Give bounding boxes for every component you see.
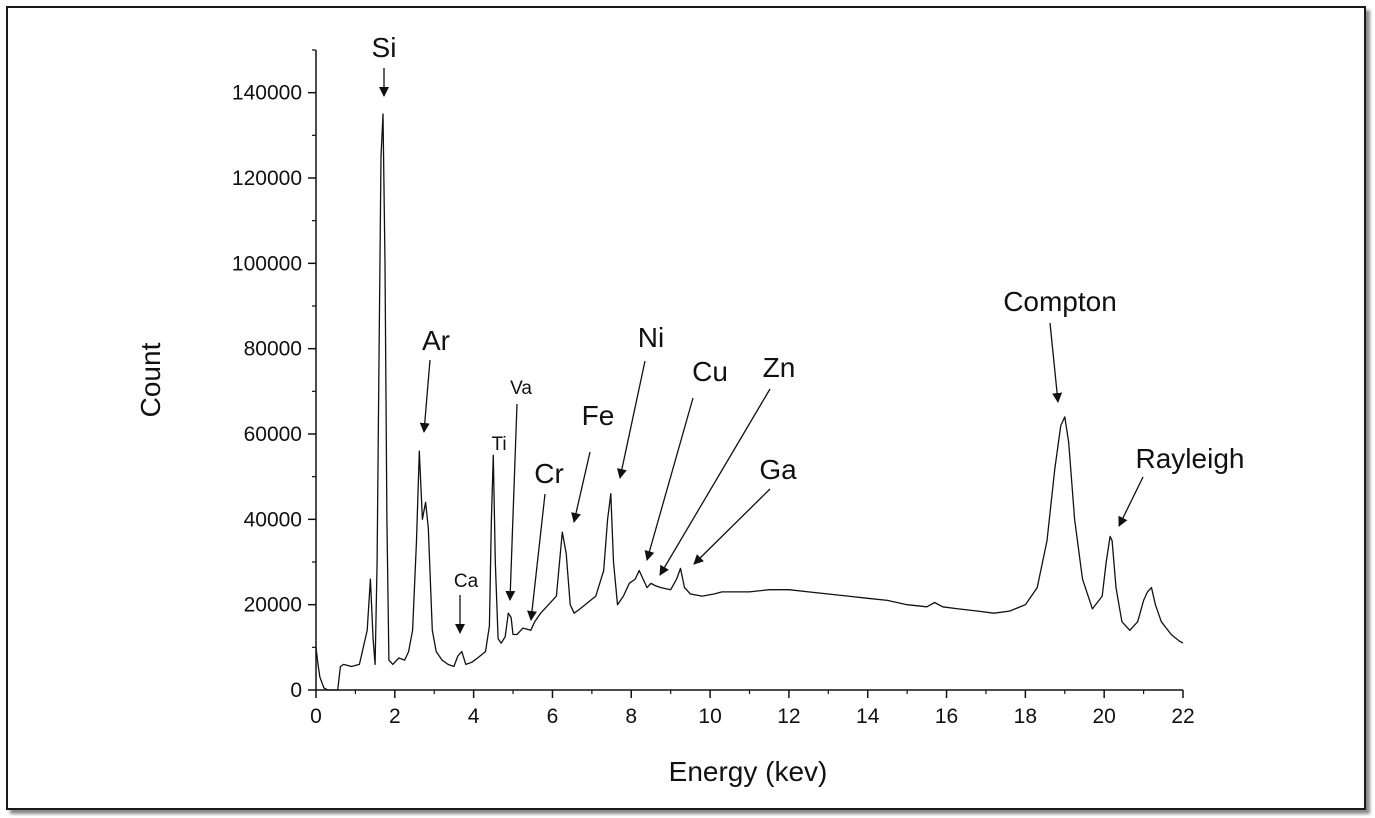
peak-arrow-ar: [419, 359, 431, 433]
peak-label-si: Si: [372, 32, 397, 63]
y-ticks: 0 20000 40000 60000 80000 100000 120000 140000: [232, 49, 316, 702]
x-tick-label: 12: [777, 705, 800, 728]
peak-label-ni: Ni: [638, 322, 664, 353]
x-tick-label: 8: [625, 705, 637, 728]
peak-arrow-va: [505, 403, 518, 601]
annotations: Si Ar Ca Ti Va Cr Fe Ni Cu Zn Ga Compton Rayleigh: [372, 32, 1245, 634]
peak-arrow-cr: [527, 493, 546, 621]
peak-arrow-cu: [644, 397, 694, 561]
y-tick-label: 20000: [244, 594, 302, 617]
y-axis-title: Count: [135, 342, 166, 417]
peak-label-cr: Cr: [534, 458, 564, 489]
peak-arrow-rayleigh: [1118, 476, 1144, 527]
peak-arrow-zn: [659, 388, 771, 576]
peak-label-cu: Cu: [692, 356, 728, 387]
y-tick-label: 40000: [244, 508, 302, 531]
x-tick-label: 16: [935, 705, 958, 728]
peak-arrow-fe: [571, 451, 591, 523]
x-tick-label: 4: [468, 705, 480, 728]
peak-label-ga: Ga: [759, 454, 797, 485]
x-tick-label: 0: [310, 705, 322, 728]
axes: 0 2 4 6 8 10 12 14 16 18 20 22 0 20000 40000 60000 8000…: [232, 49, 1195, 728]
x-tick-label: 2: [389, 705, 401, 728]
x-tick-label: 14: [856, 705, 880, 728]
y-tick-label: 100000: [232, 252, 302, 275]
spectrum-line: [315, 113, 1184, 691]
peak-label-ca: Ca: [454, 571, 479, 592]
x-tick-label: 18: [1014, 705, 1037, 728]
peak-label-zn: Zn: [763, 352, 796, 383]
peak-arrow-ni: [616, 360, 646, 479]
peak-label-compton: Compton: [1003, 286, 1117, 317]
peak-arrow-ga: [693, 488, 771, 565]
peak-label-rayleigh: Rayleigh: [1136, 443, 1245, 474]
x-tick-label: 20: [1093, 705, 1116, 728]
y-tick-label: 120000: [232, 167, 302, 190]
y-tick-label: 60000: [244, 423, 302, 446]
peak-label-ti: Ti: [491, 434, 506, 455]
peak-arrow-compton: [1049, 322, 1063, 403]
x-tick-label: 6: [547, 705, 559, 728]
peak-label-fe: Fe: [582, 400, 615, 431]
y-tick-label: 0: [290, 679, 302, 702]
x-axis-title: Energy (kev): [669, 756, 828, 787]
x-tick-label: 10: [698, 705, 721, 728]
y-tick-label: 140000: [232, 82, 302, 105]
x-ticks: 0 2 4 6 8 10 12 14 16 18 20 22: [310, 690, 1195, 728]
peak-label-ar: Ar: [422, 325, 450, 356]
peak-label-va: Va: [510, 378, 532, 399]
chart-frame: [6, 6, 1366, 810]
x-tick-label: 22: [1171, 705, 1194, 728]
y-tick-label: 80000: [244, 338, 302, 361]
